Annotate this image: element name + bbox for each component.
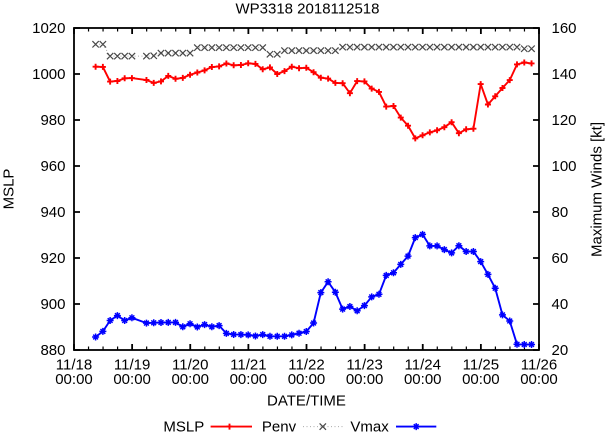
svg-text:40: 40 bbox=[552, 296, 569, 313]
svg-text:11/18: 11/18 bbox=[56, 357, 92, 374]
svg-text:11/23: 11/23 bbox=[346, 357, 382, 374]
svg-text:00:00: 00:00 bbox=[171, 371, 209, 388]
svg-text:980: 980 bbox=[40, 112, 65, 129]
svg-text:1020: 1020 bbox=[32, 20, 65, 37]
svg-text:940: 940 bbox=[40, 204, 65, 221]
svg-text:00:00: 00:00 bbox=[230, 371, 268, 388]
svg-text:920: 920 bbox=[40, 250, 65, 267]
svg-text:Maximum Winds [kt]: Maximum Winds [kt] bbox=[588, 122, 605, 257]
svg-text:00:00: 00:00 bbox=[462, 371, 500, 388]
svg-text:900: 900 bbox=[40, 296, 65, 313]
svg-text:11/21: 11/21 bbox=[230, 357, 266, 374]
svg-text:WP3318 2018112518: WP3318 2018112518 bbox=[235, 1, 379, 18]
svg-text:00:00: 00:00 bbox=[55, 371, 93, 388]
svg-text:20: 20 bbox=[552, 342, 569, 359]
svg-text:11/22: 11/22 bbox=[288, 357, 324, 374]
svg-text:140: 140 bbox=[552, 66, 577, 83]
svg-text:00:00: 00:00 bbox=[113, 371, 151, 388]
svg-text:Vmax: Vmax bbox=[350, 418, 389, 432]
svg-text:11/19: 11/19 bbox=[114, 357, 150, 374]
svg-text:120: 120 bbox=[552, 112, 577, 129]
svg-text:00:00: 00:00 bbox=[520, 371, 558, 388]
svg-text:MSLP: MSLP bbox=[1, 169, 18, 210]
svg-text:1000: 1000 bbox=[32, 66, 65, 83]
svg-text:160: 160 bbox=[552, 20, 577, 37]
svg-text:100: 100 bbox=[552, 158, 577, 175]
svg-text:80: 80 bbox=[552, 204, 569, 221]
svg-text:880: 880 bbox=[40, 342, 65, 359]
svg-text:DATE/TIME: DATE/TIME bbox=[267, 393, 346, 410]
svg-text:00:00: 00:00 bbox=[346, 371, 384, 388]
svg-text:11/25: 11/25 bbox=[463, 357, 499, 374]
svg-text:11/26: 11/26 bbox=[521, 357, 557, 374]
svg-text:00:00: 00:00 bbox=[288, 371, 326, 388]
svg-text:11/20: 11/20 bbox=[172, 357, 208, 374]
svg-text:MSLP: MSLP bbox=[163, 418, 204, 432]
svg-text:00:00: 00:00 bbox=[404, 371, 442, 388]
svg-text:960: 960 bbox=[40, 158, 65, 175]
svg-text:Penv: Penv bbox=[262, 418, 297, 432]
svg-text:11/24: 11/24 bbox=[405, 357, 441, 374]
svg-text:60: 60 bbox=[552, 250, 569, 267]
